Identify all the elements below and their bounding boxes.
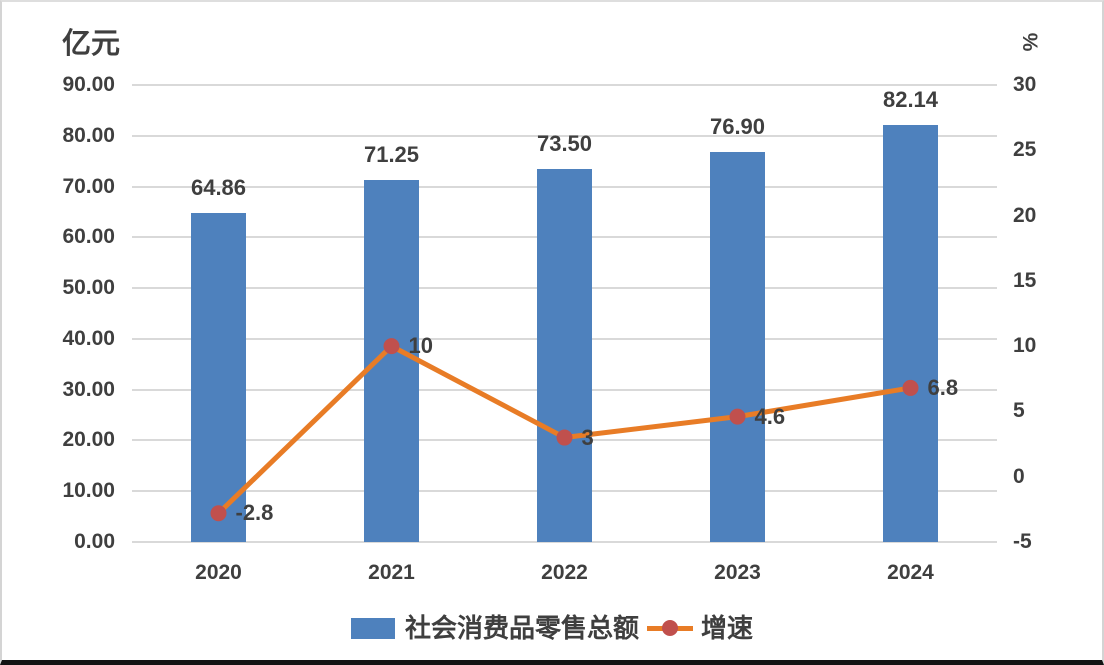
y-axis-tick-right: 10 [1013,334,1037,358]
y-axis-tick-left: 90.00 [62,73,115,96]
y-axis-tick-left: 80.00 [62,123,115,147]
y-axis-tick-right: 0 [1013,464,1025,488]
line-value-label: 4.6 [754,403,786,429]
legend-line-marker [662,620,678,636]
y-axis-tick-right: 15 [1013,268,1037,292]
line-value-label: 6.8 [927,374,959,400]
gridline [132,84,997,86]
y-axis-tick-left: 0.00 [74,530,115,553]
bar [883,124,938,542]
y-axis-tick-right: 5 [1013,399,1025,423]
bar [191,212,246,542]
line-value-label: -2.8 [235,500,274,526]
bar-value-label: 64.86 [190,174,247,200]
y-axis-tick-right: 25 [1013,138,1037,162]
gridline [132,134,997,137]
x-axis-label: 2023 [714,561,761,584]
x-axis-label: 2022 [541,561,588,584]
gridline [132,541,997,543]
y-axis-tick-left: 60.00 [62,225,115,249]
bar-value-label: 71.25 [363,142,420,168]
bar-value-label: 73.50 [536,130,593,156]
y-axis-tick-left: 70.00 [62,174,115,198]
x-axis-label: 2021 [368,561,415,584]
y-axis-tick-left: 50.00 [62,276,115,300]
x-axis-label: 2020 [195,561,242,584]
line-marker [210,505,227,522]
x-axis-label: 2024 [887,561,934,584]
line-marker [383,338,400,355]
y-axis-tick-left: 30.00 [62,377,115,401]
legend-bar-swatch [350,617,395,639]
bar-value-label: 76.90 [709,113,766,139]
line-marker [902,379,919,396]
y-axis-tick-right: 30 [1013,73,1037,96]
y-axis-tick-left: 20.00 [62,428,115,452]
y-axis-tick-right: -5 [1013,530,1032,553]
legend-line-swatch [647,620,693,636]
line-value-label: 10 [408,333,433,359]
line-marker [556,429,573,446]
bar [710,151,765,542]
bar [537,168,592,542]
y-axis-tick-left: 40.00 [62,326,115,350]
left-axis-title: 亿元 [62,28,121,60]
legend-bar-label: 社会消费品零售总额 [404,613,639,643]
bar-value-label: 82.14 [882,86,939,112]
line-value-label: 3 [581,424,594,450]
y-axis-tick-right: 20 [1013,203,1037,227]
legend: 社会消费品零售总额 增速 [2,612,1102,644]
y-axis-tick-left: 10.00 [62,479,115,503]
line-marker [729,408,746,425]
legend-line-label: 增速 [701,613,754,643]
